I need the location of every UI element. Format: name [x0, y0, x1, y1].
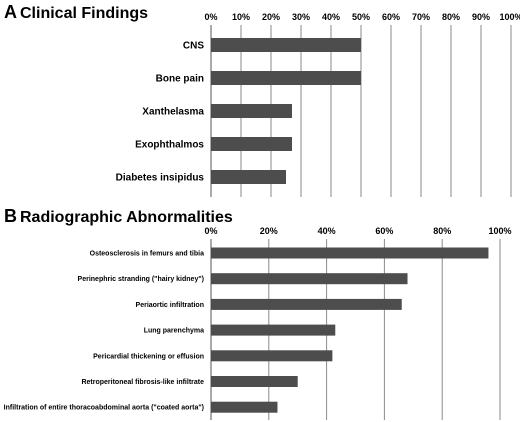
panel-b-title: Radiographic Abnormalities: [20, 209, 233, 226]
panel-b-category-label: Infiltration of entire thoracoabdominal …: [4, 405, 204, 412]
panel-a-tick-label: 60%: [382, 12, 400, 22]
panel-a-category-label: Exophthalmos: [135, 140, 204, 151]
panel-a-tick-label: 10%: [232, 12, 250, 22]
panel-a-tick-label: 90%: [472, 12, 490, 22]
panel-a-clinical-findings: A Clinical Findings 0% 10% 20% 30% 40% 50% 60%…: [4, 2, 520, 197]
panel-a-tick-label: 70%: [412, 12, 430, 22]
panel-a-category-label: Diabetes insipidus: [116, 173, 205, 184]
panel-a-bar: [211, 71, 361, 85]
panel-b-bar: [211, 376, 298, 387]
panel-b-tick-label: 100%: [488, 226, 511, 236]
panel-b-tick-label: 40%: [318, 226, 336, 236]
panel-a-category-label: CNS: [183, 41, 204, 52]
panel-a-tick-label: 100%: [499, 12, 520, 22]
panel-b-category-label: Pericardial thickening or effusion: [93, 353, 204, 360]
panel-a-category-label: Xanthelasma: [142, 107, 204, 118]
panel-b-category-label: Osteosclerosis in femurs and tibia: [90, 250, 204, 257]
panel-b-bar: [211, 401, 278, 413]
panel-a-letter: A: [4, 2, 17, 22]
panel-a-bar: [211, 170, 286, 184]
panel-b-bar: [211, 247, 489, 259]
panel-a-tick-label: 50%: [352, 12, 370, 22]
panel-b-marks: 0% 20% 40% 60% 80% 100% Osteosclerosis in femu…: [4, 226, 512, 420]
panel-b-tick-label: 0%: [204, 226, 217, 236]
panel-a-tick-label: 0%: [204, 12, 217, 22]
panel-b-letter: B: [4, 206, 17, 226]
panel-a-bar: [211, 137, 292, 151]
panel-b-bar: [211, 298, 402, 310]
panel-b-radiographic-abnormalities: B Radiographic Abnormalities 0% 20% 40% 60%…: [4, 206, 512, 420]
panel-b-category-label: Retroperitoneal fibrosis-like infiltrate: [81, 379, 204, 386]
panel-b-bar: [211, 324, 336, 336]
panel-a-tick-label: 20%: [262, 12, 280, 22]
panel-a-bar: [211, 38, 361, 52]
panel-a-category-label: Bone pain: [156, 74, 204, 85]
panel-a-bar: [211, 104, 292, 118]
panel-a-tick-label: 40%: [322, 12, 340, 22]
panel-b-bar: [211, 350, 333, 362]
panel-a-marks: 0% 10% 20% 30% 40% 50% 60% 70% 80% 90% 100% CNS Bone…: [116, 12, 520, 197]
panel-a-tick-label: 30%: [292, 12, 310, 22]
panel-b-category-label: Perinephric stranding ("hairy kidney"): [78, 276, 204, 283]
panel-b-tick-label: 20%: [260, 226, 278, 236]
panel-b-category-label: Lung parenchyma: [144, 328, 204, 335]
panel-a-title: Clinical Findings: [20, 5, 148, 22]
panel-b-category-label: Periaortic infiltration: [136, 302, 204, 309]
panel-b-tick-label: 60%: [375, 226, 393, 236]
panel-b-bar: [211, 273, 408, 285]
panel-b-tick-label: 80%: [433, 226, 451, 236]
panel-a-tick-label: 80%: [442, 12, 460, 22]
